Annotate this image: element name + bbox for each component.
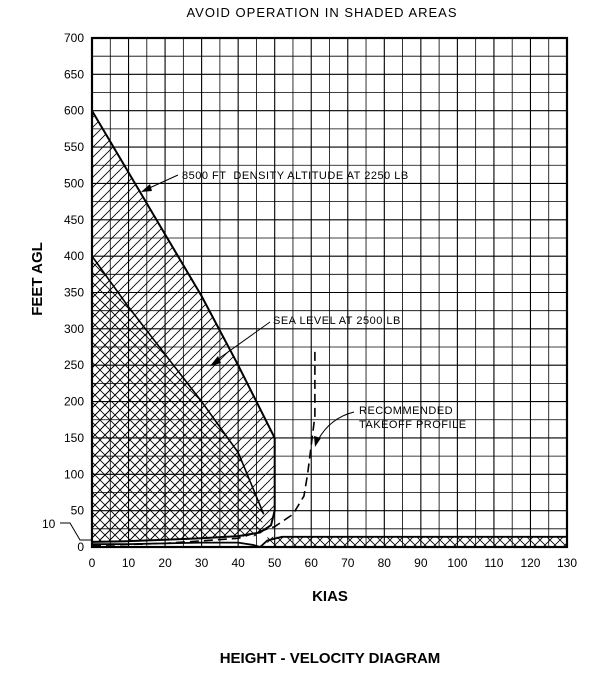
annotations: 8500 FT DENSITY ALTITUDE AT 2250 LB SEA … (141, 170, 467, 447)
y-tick-label: 650 (64, 67, 84, 81)
y-tick-label: 150 (64, 431, 84, 445)
x-tick-label: 130 (557, 556, 577, 570)
annotation-sea-level-leader (213, 321, 271, 363)
y-tick-label: 450 (64, 213, 84, 227)
annotation-8500ft-label: 8500 FT DENSITY ALTITUDE AT 2250 LB (182, 170, 409, 182)
x-tick-label: 50 (268, 556, 282, 570)
chart-title: AVOID OPERATION IN SHADED AREAS (186, 5, 457, 20)
annotation-takeoff-label-line1: RECOMMENDED (359, 405, 453, 417)
shaded-areas (92, 110, 567, 547)
annotation-8500ft-arrowhead (141, 184, 152, 192)
annotation-takeoff-arrowhead (314, 436, 321, 447)
curve-8500ft-density-altitude (91, 110, 276, 543)
low-altitude-cross-hatch-region (267, 536, 567, 547)
x-tick-label: 30 (195, 556, 209, 570)
x-tick-label: 60 (305, 556, 319, 570)
x-tick-label: 10 (122, 556, 136, 570)
x-tick-label: 90 (414, 556, 428, 570)
tick-labels: 0 10 20 30 40 50 60 70 80 90 100 110 120 130 0 50 100 150… (64, 31, 577, 570)
y-extra-tick: 10 (42, 517, 92, 541)
x-tick-label: 70 (341, 556, 355, 570)
y-tick-label: 250 (64, 358, 84, 372)
figure-caption: HEIGHT - VELOCITY DIAGRAM (220, 650, 441, 667)
y-tick-label: 50 (71, 504, 85, 518)
annotation-takeoff-leader (317, 411, 355, 441)
y-axis-label: FEET AGL (29, 242, 46, 316)
curve-sea-level (91, 255, 265, 515)
y-tick-label: 200 (64, 395, 84, 409)
x-axis-label: KIAS (312, 588, 348, 605)
x-tick-label: 120 (520, 556, 540, 570)
y-tick-label: 100 (64, 467, 84, 481)
y-tick-label: 500 (64, 176, 84, 190)
y-tick-label: 700 (64, 31, 84, 45)
plot-frame (90, 36, 569, 549)
x-tick-label: 100 (447, 556, 467, 570)
y-tick-label: 550 (64, 140, 84, 154)
annotation-sea-level-label: SEA LEVEL AT 2500 LB (273, 315, 401, 327)
x-tick-label: 110 (484, 556, 503, 570)
curves (91, 110, 567, 549)
annotation-sea-level-arrowhead (210, 356, 221, 366)
cross-hatch-region (92, 256, 264, 542)
curve-recommended-takeoff-profile (91, 350, 316, 547)
y-tick-label: 300 (64, 322, 84, 336)
y-extra-tick-leader (60, 522, 92, 541)
x-tick-label: 0 (89, 556, 96, 570)
y-tick-label: 400 (64, 249, 84, 263)
y-tick-label: 0 (77, 540, 84, 554)
x-tick-label: 80 (378, 556, 392, 570)
x-tick-label: 40 (231, 556, 245, 570)
annotation-takeoff-label-line2: TAKEOFF PROFILE (359, 419, 467, 431)
x-tick-label: 20 (158, 556, 172, 570)
y-tick-label-10: 10 (42, 517, 56, 531)
curve-low-speed-boundary (92, 535, 567, 549)
y-tick-label: 350 (64, 286, 84, 300)
y-tick-label: 600 (64, 104, 84, 118)
grid-lines (92, 38, 567, 547)
